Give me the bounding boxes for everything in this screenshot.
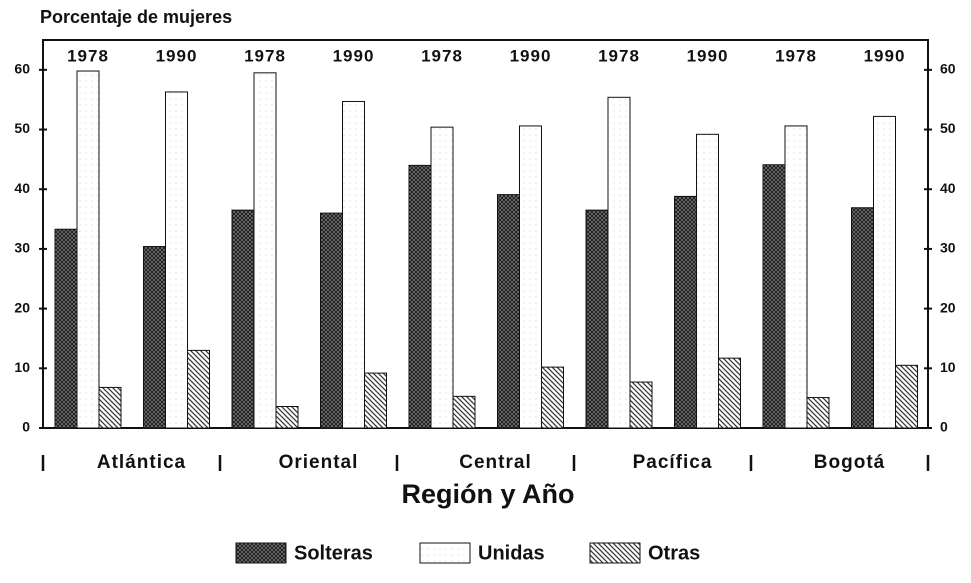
- region-label: Pacífica: [633, 452, 713, 473]
- bar: [674, 195, 697, 429]
- bar: [784, 125, 808, 429]
- bar: [320, 212, 343, 429]
- region-label: Atlántica: [97, 452, 186, 473]
- region-label: Central: [459, 452, 531, 473]
- y-tick-label: 50: [14, 120, 30, 136]
- bar: [585, 209, 609, 429]
- bar: [519, 125, 542, 429]
- x-axis-label: Región y Año: [402, 479, 575, 509]
- region-label: Bogotá: [814, 452, 885, 473]
- y2-tick-label: 20: [940, 299, 956, 315]
- bar: [452, 395, 476, 429]
- y2-tick-label: 0: [940, 419, 948, 435]
- year-label: 1990: [156, 46, 198, 65]
- y-tick-label: 0: [22, 419, 30, 435]
- year-label: 1978: [775, 46, 817, 65]
- bar: [430, 126, 454, 429]
- bar: [607, 96, 631, 429]
- year-label: 1990: [687, 46, 729, 65]
- bar: [497, 194, 520, 429]
- year-label: 1990: [333, 46, 375, 65]
- bar: [895, 364, 918, 429]
- bar: [342, 100, 365, 429]
- legend-label: Unidas: [478, 542, 545, 564]
- legend-label: Solteras: [294, 542, 373, 564]
- y2-tick-label: 50: [940, 120, 956, 136]
- year-label: 1978: [244, 46, 286, 65]
- year-label: 1978: [598, 46, 640, 65]
- bar: [76, 70, 100, 429]
- year-label: 1978: [421, 46, 463, 65]
- bar: [143, 246, 166, 429]
- y2-tick-label: 40: [940, 180, 956, 196]
- bar: [696, 133, 719, 429]
- y-tick-label: 40: [14, 180, 30, 196]
- legend-swatch: [235, 542, 287, 564]
- year-label: 1990: [510, 46, 552, 65]
- legend-swatch: [419, 542, 471, 564]
- y-tick-label: 10: [14, 359, 30, 375]
- bar: [629, 381, 653, 429]
- bar: [873, 115, 896, 429]
- bar: [806, 397, 830, 429]
- plot-frame: [42, 39, 929, 429]
- chart-title: Porcentaje de mujeres: [40, 7, 232, 27]
- y2-tick-label: 60: [940, 61, 956, 77]
- region-label: Oriental: [279, 452, 359, 473]
- bar: [408, 164, 432, 429]
- bar: [718, 357, 741, 429]
- legend-swatch: [589, 542, 641, 564]
- bar: [275, 406, 299, 429]
- bar: [54, 228, 78, 429]
- bar: [187, 349, 210, 429]
- bar: [165, 91, 188, 429]
- y-tick-label: 60: [14, 61, 30, 77]
- bar: [231, 209, 255, 429]
- y-tick-label: 20: [14, 299, 30, 315]
- y2-tick-label: 10: [940, 359, 956, 375]
- year-label: 1990: [864, 46, 906, 65]
- legend-label: Otras: [648, 542, 700, 564]
- bar: [364, 372, 387, 429]
- y2-tick-label: 30: [940, 240, 956, 256]
- y-tick-label: 30: [14, 240, 30, 256]
- bar: [253, 72, 277, 429]
- bar: [541, 366, 564, 429]
- bar: [851, 207, 874, 429]
- bar: [98, 386, 122, 429]
- bar: [762, 164, 786, 429]
- year-label: 1978: [67, 46, 109, 65]
